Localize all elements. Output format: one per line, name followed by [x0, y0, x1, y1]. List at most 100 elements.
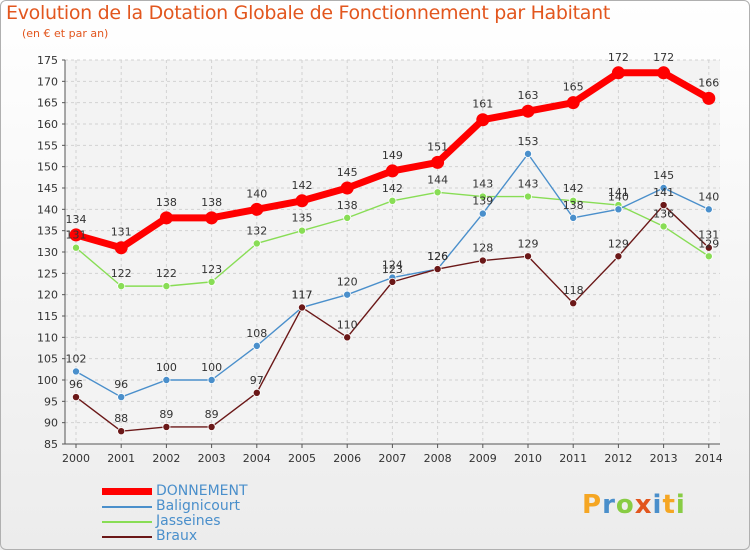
x-tick-label: 2007: [378, 452, 406, 465]
logo-letter: i: [652, 490, 663, 520]
data-label-jasseines: 122: [156, 267, 177, 280]
data-point-jasseines: [704, 252, 713, 261]
x-tick-label: 2004: [243, 452, 271, 465]
data-point-donnement: [205, 211, 219, 225]
data-point-jasseines: [297, 226, 306, 235]
data-point-balignicourt: [524, 149, 533, 158]
data-point-braux: [343, 333, 352, 342]
logo-letter: x: [634, 490, 653, 520]
y-tick-label: 150: [37, 161, 58, 174]
data-point-donnement: [431, 155, 445, 169]
data-label-braux: 128: [472, 242, 493, 255]
x-tick-label: 2000: [62, 452, 90, 465]
data-point-balignicourt: [704, 205, 713, 214]
logo-letter: P: [582, 490, 603, 520]
data-label-donnement: 138: [201, 196, 222, 209]
y-tick-label: 110: [37, 331, 58, 344]
legend-label-braux: Braux: [156, 528, 198, 544]
legend-swatch-donnement: [102, 488, 152, 495]
data-label-braux: 110: [337, 318, 358, 331]
data-label-braux: 118: [563, 284, 584, 297]
data-label-jasseines: 123: [201, 263, 222, 276]
data-point-donnement: [702, 91, 716, 105]
data-point-braux: [433, 265, 442, 274]
data-label-donnement: 145: [337, 166, 358, 179]
data-label-donnement: 163: [518, 89, 539, 102]
y-tick-label: 145: [37, 182, 58, 195]
x-tick-label: 2001: [107, 452, 135, 465]
data-point-braux: [478, 256, 487, 265]
x-tick-label: 2014: [695, 452, 723, 465]
data-point-jasseines: [569, 196, 578, 205]
data-label-donnement: 134: [66, 213, 87, 226]
data-label-balignicourt: 139: [472, 195, 493, 208]
data-point-donnement: [566, 96, 580, 110]
data-point-jasseines: [659, 222, 668, 231]
data-point-donnement: [476, 113, 490, 127]
data-label-balignicourt: 120: [337, 276, 358, 289]
y-tick-label: 120: [37, 289, 58, 302]
y-tick-label: 115: [37, 310, 58, 323]
data-label-donnement: 151: [427, 140, 448, 153]
data-label-balignicourt: 117: [292, 288, 313, 301]
data-label-donnement: 149: [382, 149, 403, 162]
data-point-braux: [704, 243, 713, 252]
data-label-jasseines: 131: [66, 229, 87, 242]
data-label-braux: 129: [518, 237, 539, 250]
data-point-jasseines: [117, 282, 126, 291]
x-tick-label: 2012: [604, 452, 632, 465]
data-label-braux: 117: [292, 288, 313, 301]
data-point-balignicourt: [207, 375, 216, 384]
legend-item-balignicourt: Balignicourt: [102, 498, 322, 514]
y-tick-label: 90: [44, 417, 58, 430]
data-label-balignicourt: 100: [201, 361, 222, 374]
data-label-jasseines: 122: [111, 267, 132, 280]
data-label-braux: 126: [427, 250, 448, 263]
chart-subtitle: (en € et par an): [22, 27, 109, 40]
x-tick-label: 2009: [469, 452, 497, 465]
data-point-donnement: [250, 202, 264, 216]
data-point-balignicourt: [252, 341, 261, 350]
legend-item-donnement: DONNEMENT: [102, 483, 322, 499]
data-point-balignicourt: [569, 213, 578, 222]
data-label-jasseines: 135: [292, 212, 313, 225]
data-label-jasseines: 143: [518, 178, 539, 191]
data-point-balignicourt: [614, 205, 623, 214]
x-tick-label: 2003: [198, 452, 226, 465]
y-tick-label: 130: [37, 246, 58, 259]
y-tick-label: 160: [37, 118, 58, 131]
y-tick-label: 105: [37, 353, 58, 366]
data-label-braux: 88: [114, 412, 128, 425]
x-tick-label: 2013: [650, 452, 678, 465]
data-point-jasseines: [207, 277, 216, 286]
y-tick-label: 140: [37, 203, 58, 216]
data-point-braux: [388, 277, 397, 286]
y-tick-label: 95: [44, 395, 58, 408]
x-tick-label: 2008: [424, 452, 452, 465]
chart-title: Evolution de la Dotation Globale de Fonc…: [6, 2, 611, 24]
data-point-braux: [72, 393, 81, 402]
data-label-balignicourt: 145: [653, 169, 674, 182]
legend-item-jasseines: Jasseines: [102, 513, 322, 529]
data-point-jasseines: [252, 239, 261, 248]
data-point-donnement: [295, 194, 309, 208]
data-label-donnement: 172: [608, 51, 629, 64]
data-label-donnement: 142: [292, 179, 313, 192]
data-point-donnement: [159, 211, 173, 225]
x-tick-label: 2005: [288, 452, 316, 465]
data-point-balignicourt: [478, 209, 487, 218]
data-label-balignicourt: 102: [66, 352, 87, 365]
data-label-braux: 96: [69, 378, 83, 391]
proxiti-logo: Proxiti: [582, 490, 686, 520]
data-label-donnement: 166: [698, 76, 719, 89]
data-point-braux: [614, 252, 623, 261]
legend-item-braux: Braux: [102, 528, 322, 544]
data-label-balignicourt: 124: [382, 259, 403, 272]
data-label-braux: 89: [205, 408, 219, 421]
data-label-balignicourt: 96: [114, 378, 128, 391]
y-tick-label: 100: [37, 374, 58, 387]
x-tick-label: 2006: [333, 452, 361, 465]
logo-letter: r: [602, 490, 616, 520]
logo-letter: o: [615, 490, 635, 520]
